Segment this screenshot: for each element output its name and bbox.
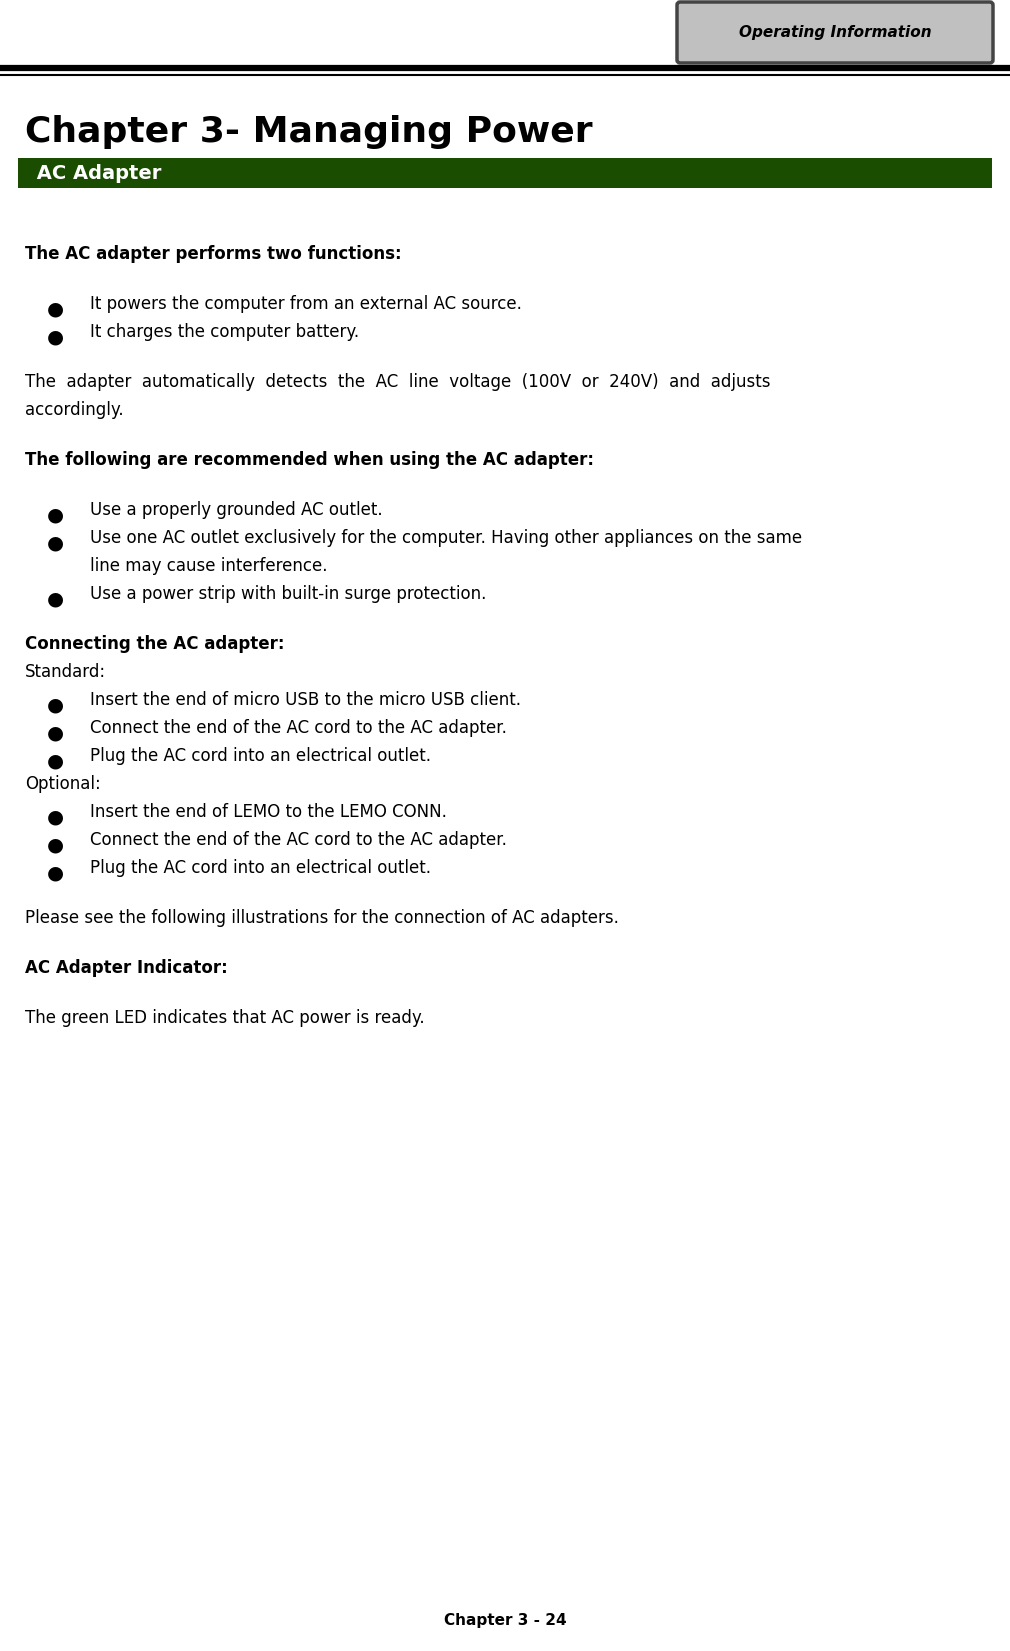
Text: ●: ● [46,807,64,826]
Text: Plug the AC cord into an electrical outlet.: Plug the AC cord into an electrical outl… [90,746,431,764]
Text: Optional:: Optional: [25,774,101,792]
Text: accordingly.: accordingly. [25,401,123,419]
Text: ●: ● [46,327,64,347]
Text: The AC adapter performs two functions:: The AC adapter performs two functions: [25,244,402,263]
Text: Insert the end of micro USB to the micro USB client.: Insert the end of micro USB to the micro… [90,692,521,708]
Text: ●: ● [46,533,64,551]
Text: Chapter 3- Managing Power: Chapter 3- Managing Power [25,116,593,149]
Text: ●: ● [46,723,64,743]
Text: ●: ● [46,835,64,854]
Text: ●: ● [46,751,64,771]
Text: Connect the end of the AC cord to the AC adapter.: Connect the end of the AC cord to the AC… [90,718,507,736]
Text: The following are recommended when using the AC adapter:: The following are recommended when using… [25,451,594,469]
Text: Use a power strip with built-in surge protection.: Use a power strip with built-in surge pr… [90,584,487,603]
Text: ●: ● [46,589,64,608]
Text: Plug the AC cord into an electrical outlet.: Plug the AC cord into an electrical outl… [90,859,431,877]
Text: The  adapter  automatically  detects  the  AC  line  voltage  (100V  or  240V)  : The adapter automatically detects the AC… [25,373,771,391]
Bar [18,158,992,188]
Text: ●: ● [46,695,64,715]
Text: Chapter 3 - 24: Chapter 3 - 24 [443,1613,567,1628]
Text: ●: ● [46,505,64,525]
Text: ●: ● [46,299,64,319]
Text: The green LED indicates that AC power is ready.: The green LED indicates that AC power is… [25,1009,424,1027]
Text: It powers the computer from an external AC source.: It powers the computer from an external … [90,296,522,314]
FancyBboxPatch shape [677,2,993,63]
Text: Operating Information: Operating Information [738,25,931,40]
Text: Connect the end of the AC cord to the AC adapter.: Connect the end of the AC cord to the AC… [90,830,507,849]
Text: line may cause interference.: line may cause interference. [90,556,327,575]
Text: Use a properly grounded AC outlet.: Use a properly grounded AC outlet. [90,500,383,518]
Text: It charges the computer battery.: It charges the computer battery. [90,324,360,342]
Text: Use one AC outlet exclusively for the computer. Having other appliances on the s: Use one AC outlet exclusively for the co… [90,528,802,546]
Text: Standard:: Standard: [25,664,106,680]
Text: Insert the end of LEMO to the LEMO CONN.: Insert the end of LEMO to the LEMO CONN. [90,802,446,821]
Text: Connecting the AC adapter:: Connecting the AC adapter: [25,636,285,654]
Text: ●: ● [46,863,64,882]
Text: Please see the following illustrations for the connection of AC adapters.: Please see the following illustrations f… [25,910,619,926]
Text: AC Adapter: AC Adapter [30,163,162,183]
Text: AC Adapter Indicator:: AC Adapter Indicator: [25,959,227,977]
